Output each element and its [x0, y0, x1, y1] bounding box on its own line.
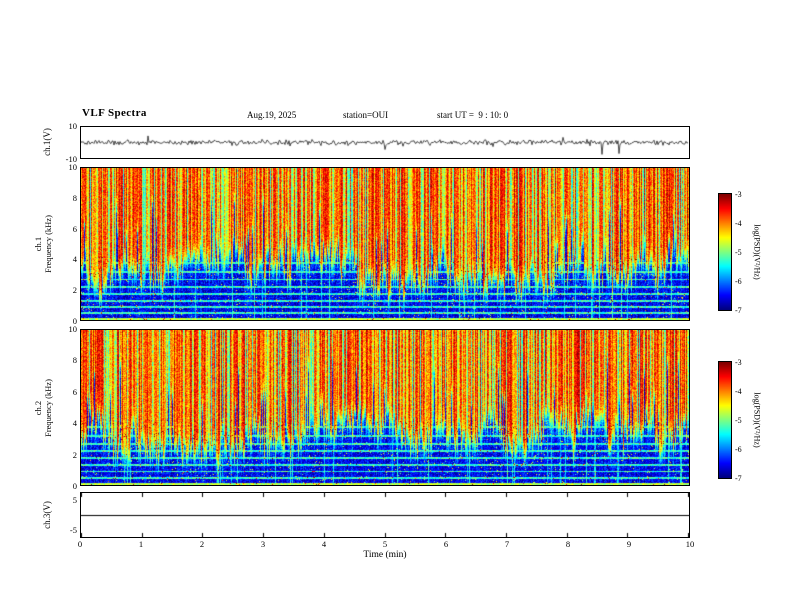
ch1-voltage-axis-label: ch.1(V) — [42, 128, 52, 156]
x-tick-label: 2 — [199, 539, 205, 549]
colorbar-tick-label: -5 — [735, 416, 742, 425]
ch2-colorbar-canvas — [719, 362, 731, 478]
y-tick-label: 4 — [72, 418, 77, 428]
ch1-frequency-axis-label: ch.1 Frequency (kHz) — [33, 215, 54, 273]
y-tick-label: 2 — [72, 450, 77, 460]
colorbar-tick-label: -3 — [735, 358, 742, 367]
x-tick-label: 6 — [443, 539, 449, 549]
ch1-colorbar-label: log(PSD)(V²/Hz) — [752, 224, 762, 280]
ch3-waveform-canvas — [81, 493, 689, 537]
ch1-waveform-canvas — [81, 127, 689, 158]
y-tick-label: 0 — [72, 481, 77, 491]
plot-title: VLF Spectra — [82, 107, 147, 119]
y-tick-label: -5 — [69, 525, 77, 535]
ch1-colorbar — [718, 193, 732, 311]
x-tick-label: 10 — [685, 539, 695, 549]
y-tick-label: -10 — [65, 154, 77, 164]
x-tick-label: 4 — [321, 539, 327, 549]
y-tick-label: 4 — [72, 254, 77, 264]
y-tick-label: 5 — [72, 495, 77, 505]
start-ut-label: start UT = 9 : 10: 0 — [437, 110, 509, 120]
y-tick-label: 6 — [72, 224, 77, 234]
colorbar-tick-label: -3 — [735, 190, 742, 199]
ch1-waveform-panel — [80, 126, 690, 159]
x-tick-label: 5 — [382, 539, 388, 549]
y-tick-label: 2 — [72, 285, 77, 295]
ch2-frequency-axis-label: ch.2 Frequency (kHz) — [33, 379, 54, 437]
colorbar-tick-label: -7 — [735, 306, 742, 315]
x-tick-label: 0 — [77, 539, 83, 549]
y-tick-label: 10 — [68, 162, 78, 172]
ch1-spectrogram-panel — [80, 167, 690, 321]
ch1-frequency-axis-line2: Frequency (kHz) — [43, 215, 53, 273]
ch2-spectrogram-canvas — [81, 330, 689, 485]
ch2-colorbar — [718, 361, 732, 479]
y-tick-label: 0 — [72, 316, 77, 326]
x-tick-label: 7 — [504, 539, 510, 549]
ch3-waveform-panel — [80, 492, 690, 538]
x-tick-label: 1 — [138, 539, 144, 549]
ch2-frequency-axis-line2: Frequency (kHz) — [43, 379, 53, 437]
ch1-spectrogram-canvas — [81, 168, 689, 320]
date-label: Aug.19, 2025 — [247, 110, 297, 120]
y-tick-label: 8 — [72, 355, 77, 365]
ch1-colorbar-canvas — [719, 194, 731, 310]
colorbar-tick-label: -6 — [735, 277, 742, 286]
colorbar-tick-label: -5 — [735, 248, 742, 257]
ch3-voltage-axis-label: ch.3(V) — [42, 501, 52, 529]
x-tick-label: 3 — [260, 539, 266, 549]
colorbar-tick-label: -6 — [735, 445, 742, 454]
y-tick-label: 10 — [68, 121, 78, 131]
colorbar-tick-label: -7 — [735, 474, 742, 483]
ch2-colorbar-label: log(PSD)(V²/Hz) — [752, 392, 762, 448]
y-tick-label: 8 — [72, 193, 77, 203]
colorbar-tick-label: -4 — [735, 219, 742, 228]
ch2-spectrogram-panel — [80, 329, 690, 486]
y-tick-label: 6 — [72, 387, 77, 397]
station-label: station=OUI — [343, 110, 389, 120]
x-tick-label: 9 — [626, 539, 632, 549]
y-tick-label: 10 — [68, 324, 78, 334]
time-axis-label: Time (min) — [363, 550, 407, 560]
x-tick-label: 8 — [565, 539, 571, 549]
colorbar-tick-label: -4 — [735, 387, 742, 396]
